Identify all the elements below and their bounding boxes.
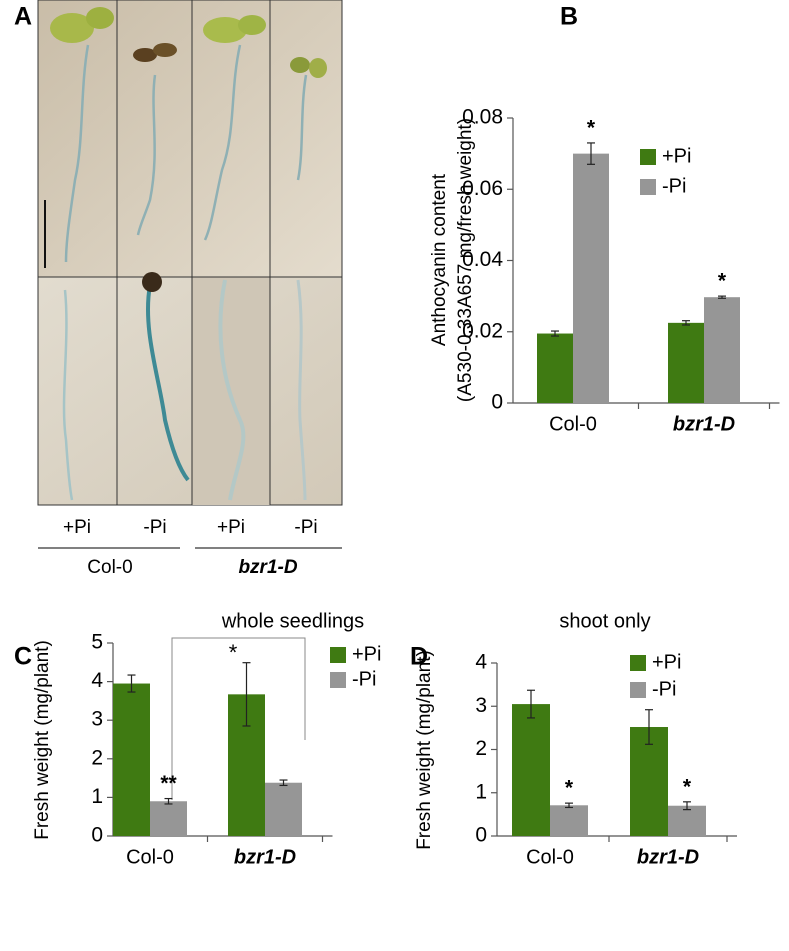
y-tick-label: 4 (91, 669, 103, 692)
y-axis-label: Fresh weight (mg/plant) (414, 650, 435, 850)
y-tick-label: 5 (91, 631, 103, 654)
significance-label: * (565, 777, 574, 800)
photo-top (37, 0, 343, 278)
legend-label: -Pi (352, 668, 376, 690)
bar (537, 333, 573, 403)
legend-swatch (640, 149, 656, 165)
legend-swatch (630, 682, 646, 698)
panel-letter: C (14, 643, 32, 671)
y-tick-label: 4 (475, 651, 487, 674)
y-tick-label: 0 (91, 824, 103, 847)
panel-letter: D (410, 643, 428, 671)
y-tick-label: 0 (475, 824, 487, 847)
x-tick-label: bzr1-D (234, 846, 296, 868)
y-axis-label: Anthocyanin content (429, 173, 450, 346)
y-tick-label: 3 (91, 708, 103, 731)
y-tick-label: 2 (475, 737, 487, 760)
bar (668, 322, 704, 403)
y-tick-label: 0 (491, 391, 503, 414)
legend-label: +Pi (662, 145, 691, 167)
y-axis-label: (A530-0.33A657 mg/fresh weight) (455, 118, 476, 402)
y-tick-label: 0.02 (462, 319, 503, 342)
x-tick-label: Col-0 (126, 846, 174, 868)
condition-label: -Pi (143, 517, 166, 538)
significance-label: ** (160, 772, 177, 795)
significance-label: * (587, 116, 596, 139)
condition-label: -Pi (294, 517, 317, 538)
legend-label: -Pi (652, 678, 676, 700)
legend-label: -Pi (662, 175, 686, 197)
bar (512, 704, 550, 836)
legend-swatch (330, 672, 346, 688)
significance-label: * (718, 270, 727, 293)
y-tick-label: 2 (91, 746, 103, 769)
chart-title: shoot only (559, 610, 650, 632)
genotype-label: bzr1-D (238, 557, 297, 578)
roots (62, 44, 308, 501)
bar (704, 297, 740, 403)
photo-panel (37, 0, 343, 506)
bracket-label: * (229, 640, 238, 665)
bar (668, 805, 706, 836)
legend-label: +Pi (352, 643, 381, 665)
y-tick-label: 0.08 (462, 106, 503, 129)
panel-letter: A (14, 3, 32, 31)
bar (630, 727, 668, 836)
panel-letter: B (560, 3, 578, 31)
genotype-label: Col-0 (87, 557, 132, 578)
significance-bracket (171, 637, 306, 800)
legend-swatch (630, 655, 646, 671)
y-tick-label: 0.04 (462, 248, 503, 271)
legend-swatch (640, 179, 656, 195)
bar (573, 153, 609, 403)
significance-label: * (683, 775, 692, 798)
y-tick-label: 0.06 (462, 177, 503, 200)
bar (150, 801, 187, 836)
x-tick-label: bzr1-D (673, 413, 735, 435)
chart-title: whole seedlings (221, 610, 364, 632)
condition-label: +Pi (217, 517, 245, 538)
photo-bottom (37, 276, 343, 506)
y-tick-label: 3 (475, 694, 487, 717)
x-tick-label: Col-0 (549, 413, 597, 435)
y-axis-label: Fresh weight (mg/plant) (32, 640, 53, 840)
y-tick-label: 1 (475, 780, 487, 803)
bar (265, 782, 302, 836)
bar (550, 805, 588, 836)
legend-swatch (330, 647, 346, 663)
x-tick-label: bzr1-D (637, 846, 699, 868)
bar (113, 683, 150, 836)
y-tick-label: 1 (91, 785, 103, 808)
condition-label: +Pi (63, 517, 91, 538)
cotyledons (50, 7, 327, 292)
legend-label: +Pi (652, 651, 681, 673)
x-tick-label: Col-0 (526, 846, 574, 868)
